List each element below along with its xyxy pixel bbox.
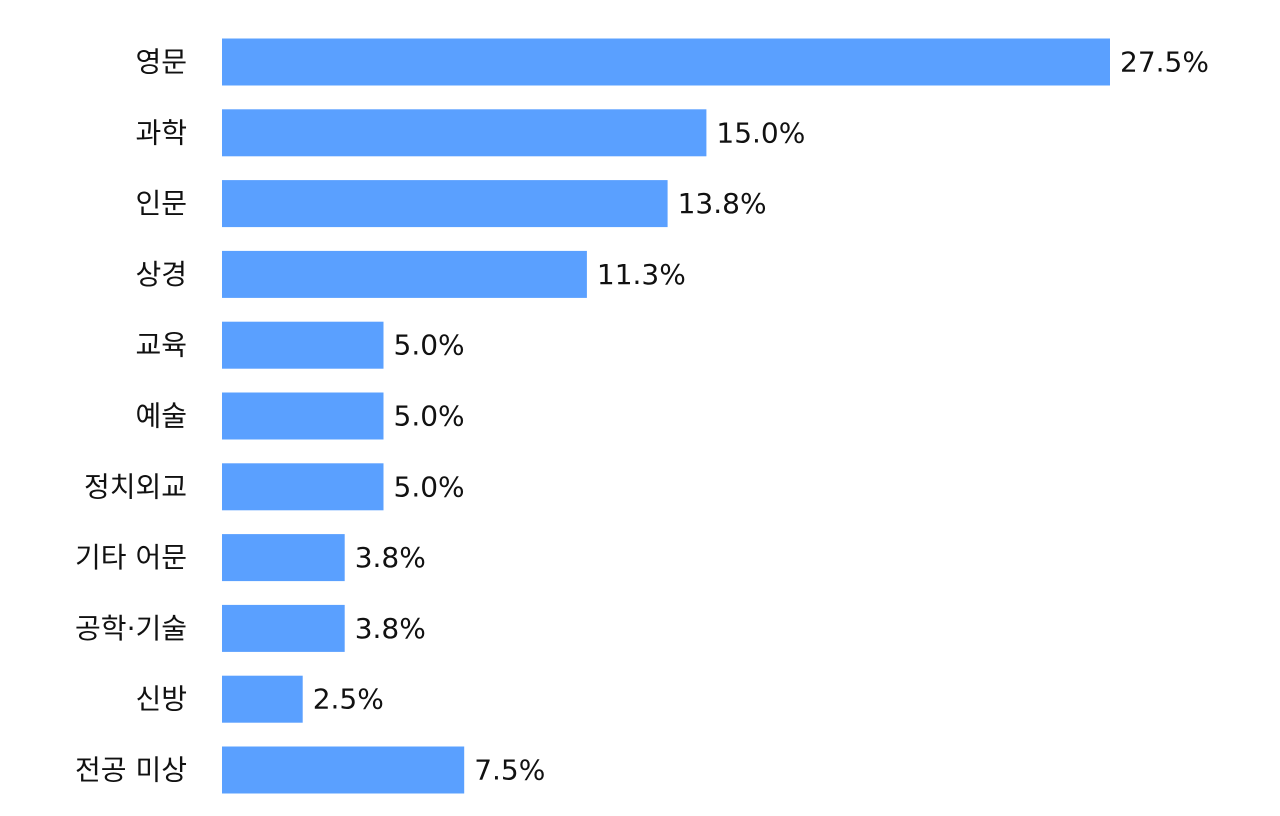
value-label-7: 3.8%	[355, 541, 426, 574]
bar-0	[222, 38, 1110, 86]
category-label-10: 전공 미상	[75, 754, 187, 787]
bar-4	[222, 321, 384, 369]
bar-8	[222, 604, 345, 652]
bar-6	[222, 463, 384, 511]
bar-3	[222, 250, 587, 298]
value-label-3: 11.3%	[597, 258, 686, 291]
category-label-9: 신방	[135, 683, 187, 716]
bar-10	[222, 746, 465, 794]
value-label-10: 7.5%	[474, 754, 545, 787]
category-label-0: 영문	[135, 46, 187, 79]
category-label-3: 상경	[135, 258, 187, 291]
value-label-9: 2.5%	[313, 683, 384, 716]
category-label-5: 예술	[135, 400, 187, 433]
value-label-4: 5.0%	[394, 329, 465, 362]
bar-5	[222, 392, 384, 440]
value-label-8: 3.8%	[355, 612, 426, 645]
bar-2	[222, 180, 668, 228]
category-label-2: 인문	[135, 187, 187, 220]
category-label-4: 교육	[135, 329, 187, 362]
value-label-6: 5.0%	[394, 470, 465, 503]
bar-7	[222, 534, 345, 582]
value-labels: 27.5% 15.0% 13.8% 11.3% 5.0% 5.0% 5.0% 3.8% 3.8%…	[313, 46, 1209, 787]
category-label-6: 정치외교	[84, 470, 187, 503]
value-label-1: 15.0%	[716, 116, 805, 149]
value-label-2: 13.8%	[678, 187, 767, 220]
category-label-1: 과학	[135, 116, 187, 149]
category-label-8: 공학·기술	[75, 612, 187, 645]
bars-layer	[222, 38, 1110, 794]
value-label-0: 27.5%	[1120, 46, 1209, 79]
bar-9	[222, 675, 303, 723]
value-label-5: 5.0%	[394, 400, 465, 433]
bar-1	[222, 109, 707, 157]
category-label-7: 기타 어문	[75, 541, 187, 574]
